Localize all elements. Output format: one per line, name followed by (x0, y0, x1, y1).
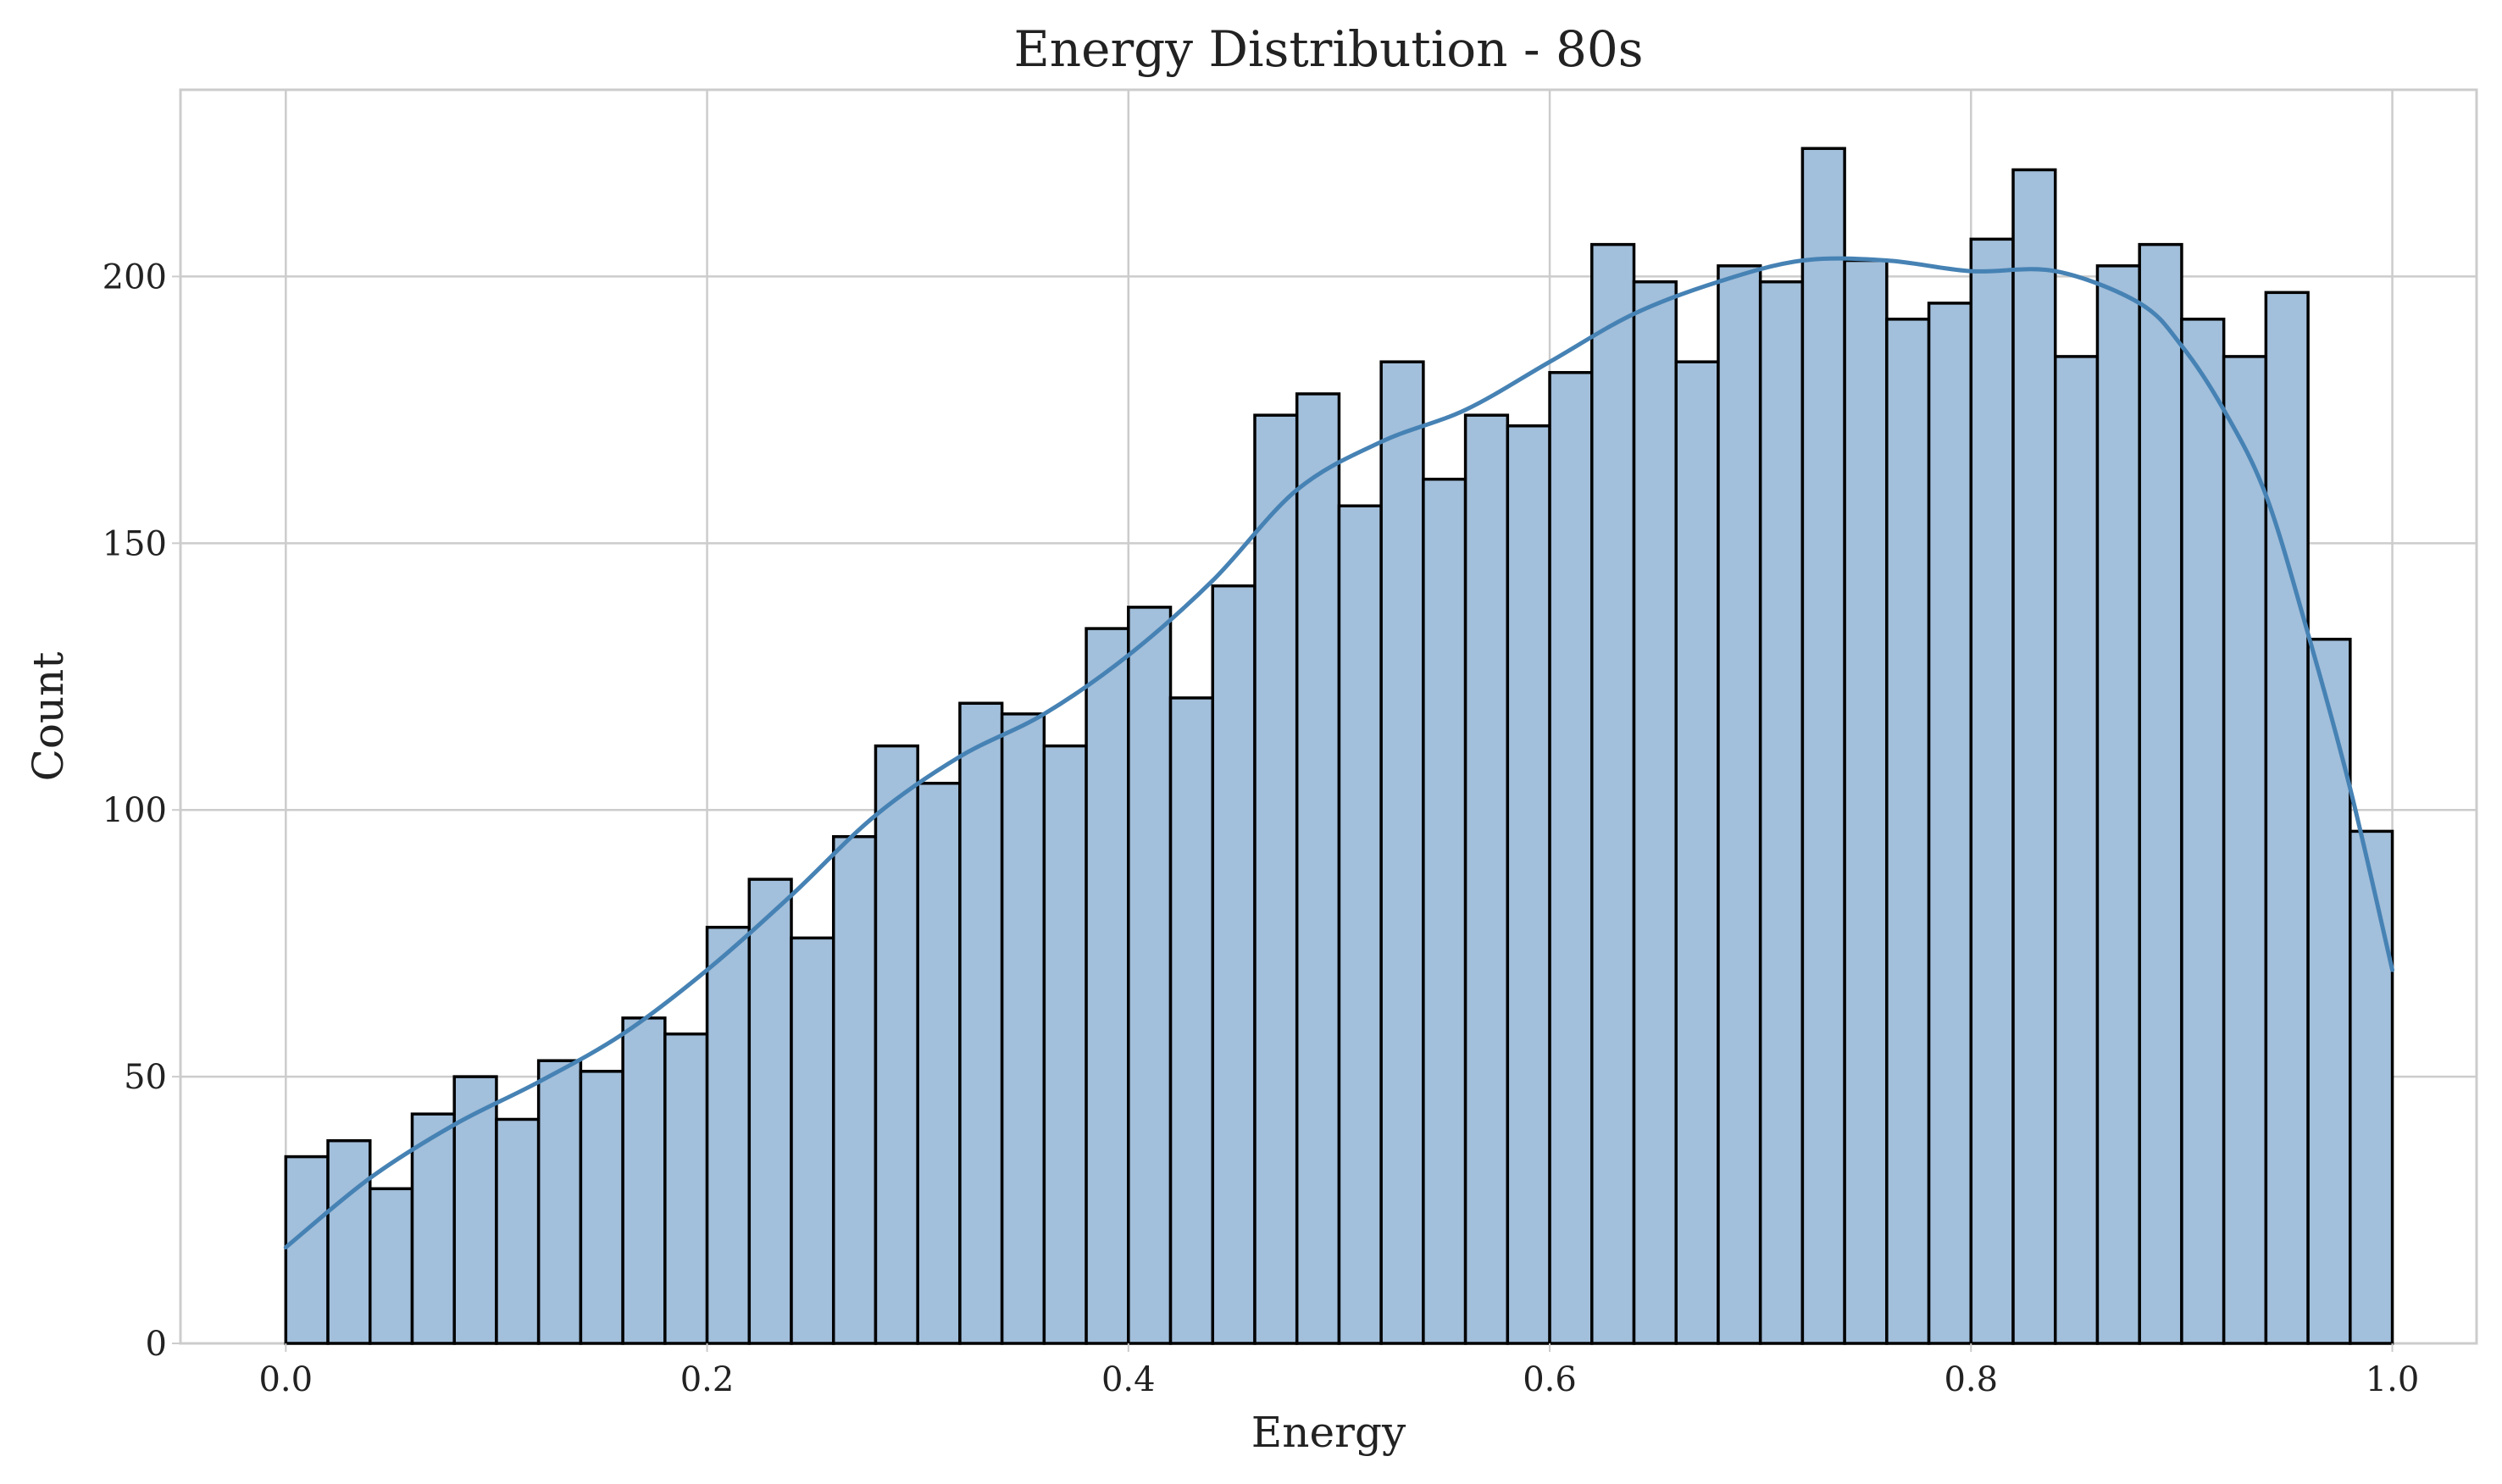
histogram-bar (916, 781, 962, 1345)
histogram-bar (1590, 242, 1636, 1345)
histogram-bar (1337, 504, 1383, 1345)
histogram-bar (831, 834, 878, 1345)
kde-curve (283, 256, 2395, 1250)
histogram-bar (452, 1075, 498, 1345)
histogram-bar (1506, 424, 1551, 1345)
histogram-bar (1885, 318, 1931, 1345)
histogram-bar (1211, 584, 1257, 1345)
x-tick-label: 0.8 (1944, 1360, 1998, 1399)
x-axis-label: Energy (1251, 1408, 1406, 1457)
histogram-bar (663, 1032, 709, 1345)
histogram-bar (1717, 264, 1762, 1345)
histogram-bar (1042, 744, 1088, 1345)
histogram-bar (1295, 392, 1341, 1345)
y-tick-label: 0 (146, 1325, 167, 1364)
histogram-bar (369, 1187, 414, 1345)
histogram-bar (1800, 147, 1846, 1345)
histogram-bar (2264, 291, 2310, 1345)
histogram-bars (284, 147, 2394, 1345)
histogram-bar (1463, 413, 1510, 1345)
histogram-bar (1379, 360, 1425, 1345)
histogram-bar (1127, 606, 1173, 1345)
histogram-bar (2180, 318, 2226, 1345)
histogram-bar (958, 701, 1004, 1345)
x-tick-label: 0.6 (1523, 1360, 1577, 1399)
histogram-bar (1843, 258, 1889, 1345)
histogram-bar (579, 1070, 624, 1345)
y-axis-ticks: 0 50 100 150 200 (103, 257, 180, 1364)
x-axis-ticks: 0.0 0.2 0.4 0.6 0.8 1.0 (258, 1343, 2419, 1399)
x-tick-label: 1.0 (2366, 1360, 2420, 1399)
histogram-bar (2011, 168, 2057, 1345)
histogram-bar (1422, 477, 1467, 1345)
chart-title: Energy Distribution - 80s (1013, 20, 1643, 78)
histogram-bar (2349, 829, 2394, 1345)
histogram-bar (2306, 637, 2352, 1345)
histogram-bar (2054, 355, 2100, 1345)
histogram-bar (2095, 264, 2141, 1345)
histogram-bar (874, 744, 919, 1345)
histogram-bar (2222, 355, 2268, 1345)
histogram-bar (1927, 302, 1973, 1345)
histogram-bar (621, 1016, 667, 1345)
x-tick-label: 0.2 (680, 1360, 735, 1399)
histogram-bar (1085, 627, 1130, 1345)
histogram-bar (1969, 237, 2015, 1345)
histogram-bar (1548, 371, 1594, 1345)
y-tick-label: 200 (103, 257, 167, 296)
histogram-bar (1000, 712, 1046, 1345)
histogram-bar (1674, 360, 1720, 1345)
y-axis-label: Count (24, 652, 73, 782)
histogram-bar (326, 1138, 372, 1345)
histogram-bar (705, 926, 752, 1345)
y-tick-label: 50 (124, 1058, 167, 1097)
histogram-bar (790, 936, 835, 1345)
histogram-bar (1758, 280, 1805, 1345)
histogram-bar (495, 1117, 541, 1345)
y-tick-label: 100 (103, 791, 167, 830)
y-tick-label: 150 (103, 524, 167, 563)
histogram-bar (1253, 413, 1299, 1345)
histogram-bar (1168, 696, 1215, 1345)
histogram-bar (747, 878, 793, 1345)
histogram-bar (1632, 280, 1678, 1345)
histogram-bar (536, 1059, 583, 1345)
x-tick-label: 0.0 (258, 1360, 313, 1399)
histogram-bar (284, 1155, 330, 1345)
histogram-bar (2138, 242, 2183, 1345)
x-tick-label: 0.4 (1101, 1360, 1156, 1399)
histogram-bar (410, 1112, 456, 1345)
